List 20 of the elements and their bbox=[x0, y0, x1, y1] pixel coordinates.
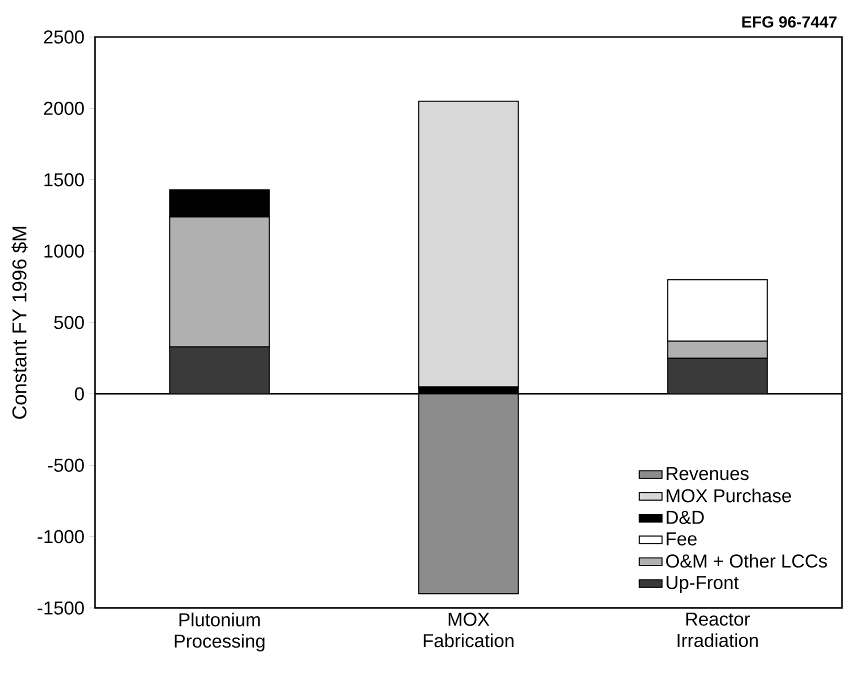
y-tick-label: 0 bbox=[74, 387, 84, 400]
y-tick-label: 2500 bbox=[44, 30, 84, 44]
legend-label: MOX Purchase bbox=[666, 488, 791, 502]
y-tick-label: -1500 bbox=[38, 601, 84, 615]
legend-label: Revenues bbox=[666, 467, 749, 480]
legend-label: Up-Front bbox=[666, 576, 739, 593]
y-tick-label: 1000 bbox=[44, 244, 84, 258]
x-tick-label: Plutonium Processing bbox=[174, 612, 264, 652]
y-tick-label: 2000 bbox=[44, 102, 84, 115]
y-tick-label: -500 bbox=[48, 458, 84, 472]
legend-label: Fee bbox=[666, 532, 697, 546]
y-tick-label: 1500 bbox=[44, 173, 84, 186]
y-axis-title: Constant FY 1996 $M bbox=[12, 226, 28, 419]
legend-label: O&M + Other LCCs bbox=[666, 554, 827, 568]
x-tick-label: MOX Fabrication bbox=[424, 612, 514, 648]
legend-label: D&D bbox=[666, 510, 704, 524]
text: EFG 96-7447 bbox=[742, 16, 837, 28]
y-tick-label: 500 bbox=[54, 316, 84, 330]
y-tick-label: -1000 bbox=[38, 530, 84, 544]
x-tick-label: Reactor Irradiation bbox=[678, 612, 758, 648]
